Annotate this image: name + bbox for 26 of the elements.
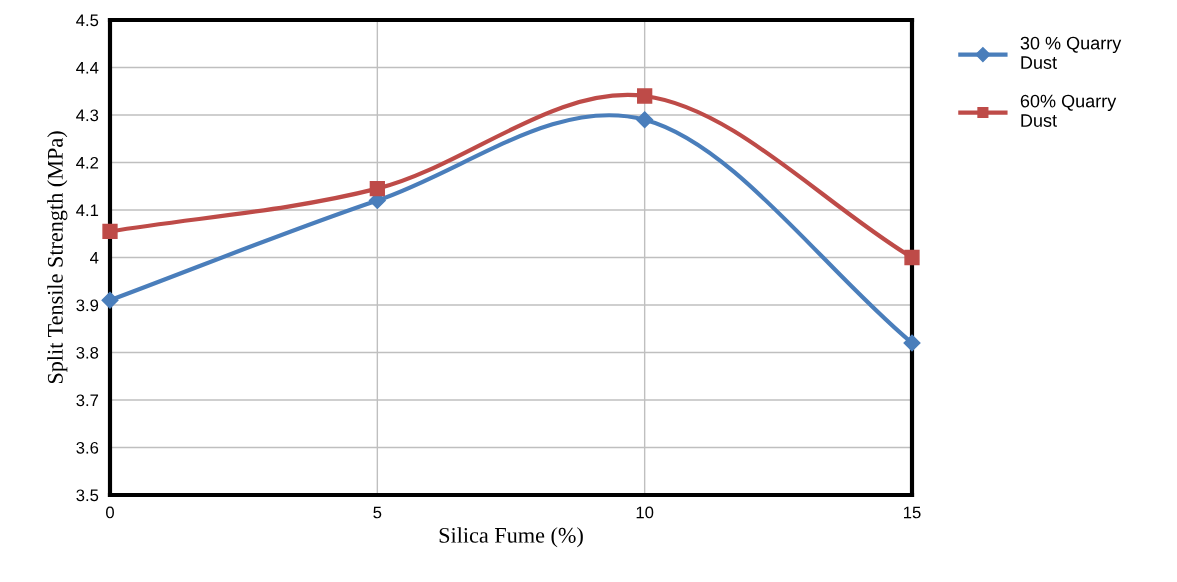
point [903, 334, 921, 352]
y-tick-label: 4.3 [76, 109, 99, 122]
y-tick-label: 3.5 [76, 489, 99, 502]
y-tick-label: 4.1 [76, 204, 99, 217]
x-tick-label: 15 [904, 506, 921, 519]
y-axis-title: Split Tensile Strength (MPa) [47, 131, 68, 384]
x-tick-label: 10 [636, 506, 654, 519]
y-tick-label: 3.8 [76, 346, 99, 359]
x-tick-label: 0 [106, 506, 114, 519]
legend-label: 60% Quarry Dust [1020, 94, 1117, 127]
y-tick-label: 4.2 [76, 156, 99, 169]
x-axis-title: Silica Fume (%) [439, 527, 583, 548]
point [636, 111, 654, 129]
y-tick-label: 3.9 [76, 299, 99, 312]
point [369, 180, 385, 197]
y-tick-label: 3.6 [76, 441, 99, 454]
y-tick-label: 4.5 [76, 14, 99, 27]
x-tick-label: 5 [373, 506, 382, 519]
point [637, 88, 653, 104]
y-tick-label: 4.4 [76, 62, 99, 74]
point [904, 249, 920, 266]
legend-label: 30 % Quarry Dust [1020, 36, 1122, 69]
y-tick-label: 3.7 [76, 394, 99, 407]
point [101, 291, 119, 309]
y-tick-label: 4 [90, 252, 99, 264]
point [102, 223, 118, 240]
